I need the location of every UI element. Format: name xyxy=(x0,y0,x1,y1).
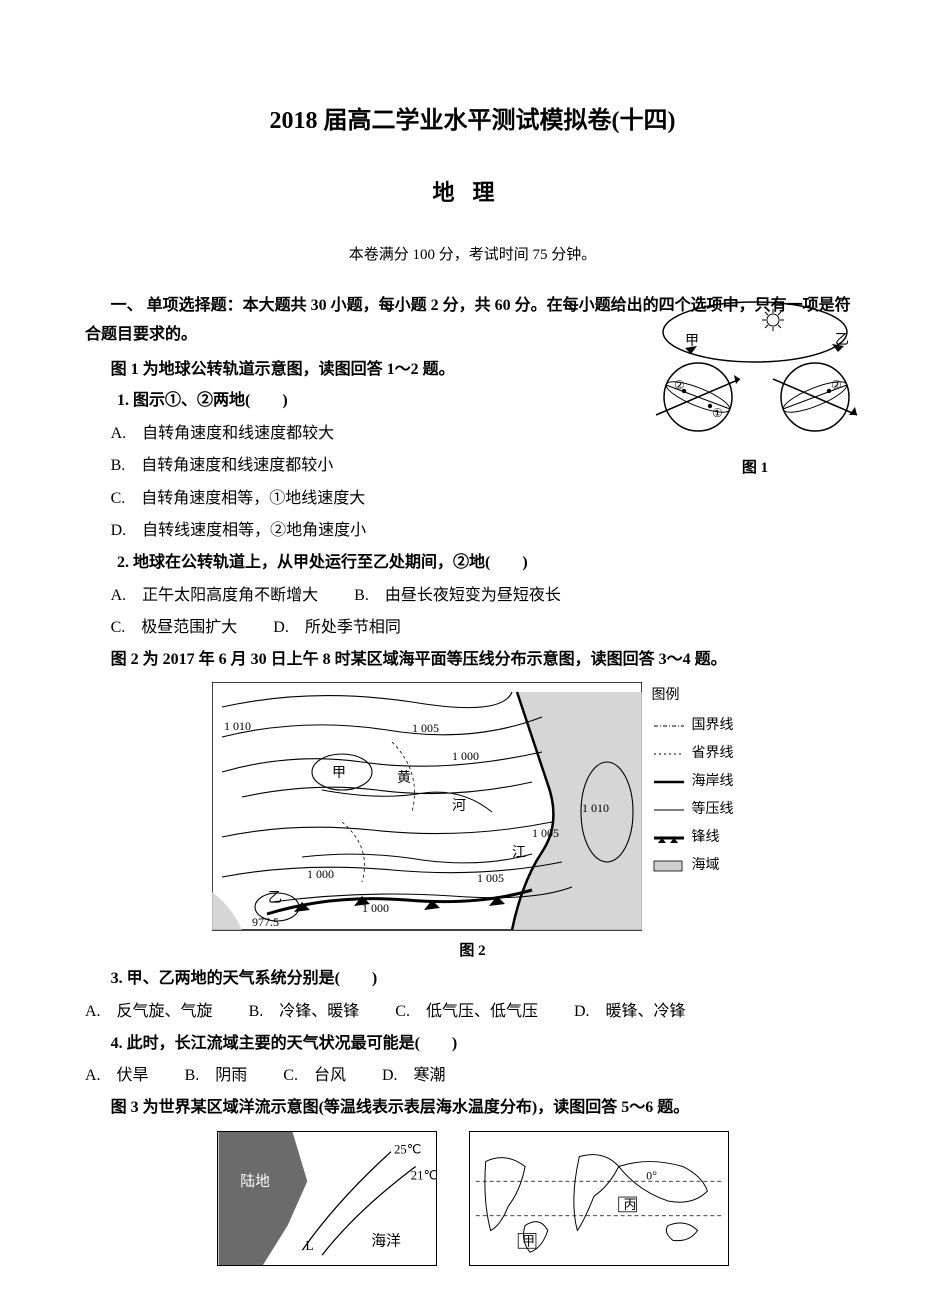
q4-option-d: D. 寒潮 xyxy=(382,1067,446,1084)
svg-text:丙: 丙 xyxy=(623,1198,636,1212)
q2-options-row1: A. 正午太阳高度角不断增大 B. 由昼长夜短变为昼短夜长 xyxy=(85,581,860,611)
q1-option-d: D. 自转线速度相等，②地角速度小 xyxy=(85,516,860,546)
q2-option-a: A. 正午太阳高度角不断增大 xyxy=(111,587,319,604)
svg-text:21℃: 21℃ xyxy=(410,1168,436,1182)
q3-option-a: A. 反气旋、气旋 xyxy=(85,1003,213,1020)
svg-text:江: 江 xyxy=(512,845,526,861)
svg-text:1 005: 1 005 xyxy=(532,826,559,840)
q2-option-d: D. 所处季节相同 xyxy=(273,619,401,636)
figure-2-legend: 图例 国界线 省界线 海岸线 等压线 锋线 xyxy=(652,682,734,880)
q2-stem: 2. 地球在公转轨道上，从甲处运行至乙处期间，②地( ) xyxy=(85,548,860,578)
legend-sea: 海域 xyxy=(652,852,734,880)
figure-2: 1 010 1 005 1 000 1 005 1 010 1 000 1 00… xyxy=(85,682,860,960)
figure-2-svg: 1 010 1 005 1 000 1 005 1 010 1 000 1 00… xyxy=(212,682,642,937)
legend-coast: 海岸线 xyxy=(652,768,734,796)
q2-option-c: C. 极昼范围扩大 xyxy=(111,619,238,636)
svg-text:1 000: 1 000 xyxy=(362,901,389,915)
q3-options: A. 反气旋、气旋 B. 冷锋、暖锋 C. 低气压、低气压 D. 暖锋、冷锋 xyxy=(85,997,860,1027)
svg-text:1 000: 1 000 xyxy=(452,749,479,763)
svg-text:0°: 0° xyxy=(646,1168,657,1182)
svg-text:陆地: 陆地 xyxy=(240,1173,270,1190)
figure-1-caption: 图 1 xyxy=(640,456,870,477)
q2-options-row2: C. 极昼范围扩大 D. 所处季节相同 xyxy=(85,613,860,643)
q4-stem: 4. 此时，长江流域主要的天气状况最可能是( ) xyxy=(85,1029,860,1059)
legend-title: 图例 xyxy=(652,682,734,710)
legend-front: 锋线 xyxy=(652,824,734,852)
svg-text:977.5: 977.5 xyxy=(252,915,279,929)
svg-text:河: 河 xyxy=(452,798,466,814)
figure-3: 陆地 25℃ 21℃ L 海洋 0° xyxy=(85,1131,860,1266)
svg-text:1 010: 1 010 xyxy=(582,801,609,815)
q4-option-a: A. 伏旱 xyxy=(85,1067,149,1084)
q-intro-2: 图 2 为 2017 年 6 月 30 日上午 8 时某区域海平面等压线分布示意… xyxy=(85,646,860,675)
exam-meta: 本卷满分 100 分，考试时间 75 分钟。 xyxy=(85,243,860,264)
q4-option-b: B. 阴雨 xyxy=(185,1067,248,1084)
svg-text:L: L xyxy=(305,1238,313,1253)
svg-text:②: ② xyxy=(831,378,842,392)
q4-options: A. 伏旱 B. 阴雨 C. 台风 D. 寒潮 xyxy=(85,1061,860,1091)
svg-text:1 005: 1 005 xyxy=(412,721,439,735)
subject-title: 地理 xyxy=(85,175,860,207)
figure-1: 甲 乙 ② ① ② xyxy=(640,292,870,477)
svg-text:乙: 乙 xyxy=(268,890,282,906)
legend-province: 省界线 xyxy=(652,740,734,768)
figure-1-svg: 甲 乙 ② ① ② xyxy=(643,292,868,447)
svg-text:黄: 黄 xyxy=(397,769,411,786)
legend-border: 国界线 xyxy=(652,712,734,740)
figure-3-left-svg: 陆地 25℃ 21℃ L 海洋 xyxy=(217,1131,437,1266)
q3-stem: 3. 甲、乙两地的天气系统分别是( ) xyxy=(85,964,860,994)
q2-option-b: B. 由昼长夜短变为昼短夜长 xyxy=(354,587,561,604)
q3-option-b: B. 冷锋、暖锋 xyxy=(249,1003,360,1020)
svg-text:海洋: 海洋 xyxy=(371,1232,401,1249)
svg-text:甲: 甲 xyxy=(332,766,346,781)
svg-text:25℃: 25℃ xyxy=(393,1142,420,1156)
q4-option-c: C. 台风 xyxy=(283,1067,346,1084)
figure-3-right-svg: 0° 甲 丙 xyxy=(469,1131,729,1266)
svg-text:1 010: 1 010 xyxy=(224,719,251,733)
svg-text:甲: 甲 xyxy=(685,334,699,349)
figure-2-caption: 图 2 xyxy=(85,939,860,960)
svg-text:②: ② xyxy=(674,378,685,392)
svg-text:1 000: 1 000 xyxy=(307,867,334,881)
svg-text:1 005: 1 005 xyxy=(477,871,504,885)
svg-text:①: ① xyxy=(712,406,723,420)
q-intro-3: 图 3 为世界某区域洋流示意图(等温线表示表层海水温度分布)，读图回答 5～6 … xyxy=(85,1094,860,1123)
svg-text:甲: 甲 xyxy=(522,1234,535,1248)
q3-option-d: D. 暖锋、冷锋 xyxy=(574,1003,686,1020)
page-title: 2018 届高二学业水平测试模拟卷(十四) xyxy=(85,100,860,135)
q3-option-c: C. 低气压、低气压 xyxy=(395,1003,538,1020)
q1-option-c: C. 自转角速度相等，①地线速度大 xyxy=(85,484,860,514)
legend-isobar: 等压线 xyxy=(652,796,734,824)
